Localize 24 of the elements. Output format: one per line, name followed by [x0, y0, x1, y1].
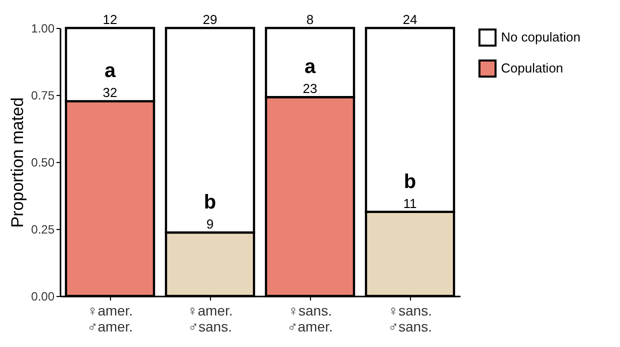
- annotation: b: [204, 191, 216, 214]
- y-tick-label: 0.50: [31, 156, 55, 170]
- x-tick-label: ♀amer. ♂amer.: [87, 302, 133, 334]
- annotation: a: [104, 60, 116, 82]
- annotation: 23: [302, 81, 318, 96]
- annotation: b: [404, 170, 416, 193]
- x-tick-label: ♀amer. ♂sans.: [187, 302, 233, 334]
- annotation: 9: [206, 216, 214, 232]
- annotation: 11: [403, 196, 417, 211]
- y-tick-label: 0.25: [31, 222, 55, 236]
- annotation: a: [304, 56, 316, 78]
- y-tick-label: 0.75: [31, 88, 55, 102]
- legend-label: Copulation: [501, 60, 564, 76]
- annotation: 24: [402, 12, 418, 27]
- annotation: 32: [102, 85, 118, 100]
- annotation: 29: [202, 12, 218, 27]
- y-axis-title: Proportion mated: [8, 97, 28, 228]
- y-tick-label: 1.00: [31, 22, 55, 36]
- x-tick-label: ♀sans. ♂amer.: [287, 302, 333, 334]
- annotation: 12: [102, 12, 118, 27]
- x-tick-label: ♀sans. ♂sans.: [388, 302, 432, 334]
- legend-label: No copulation: [501, 30, 580, 44]
- y-tick-label: 0.00: [31, 290, 55, 304]
- annotation: 8: [306, 12, 314, 27]
